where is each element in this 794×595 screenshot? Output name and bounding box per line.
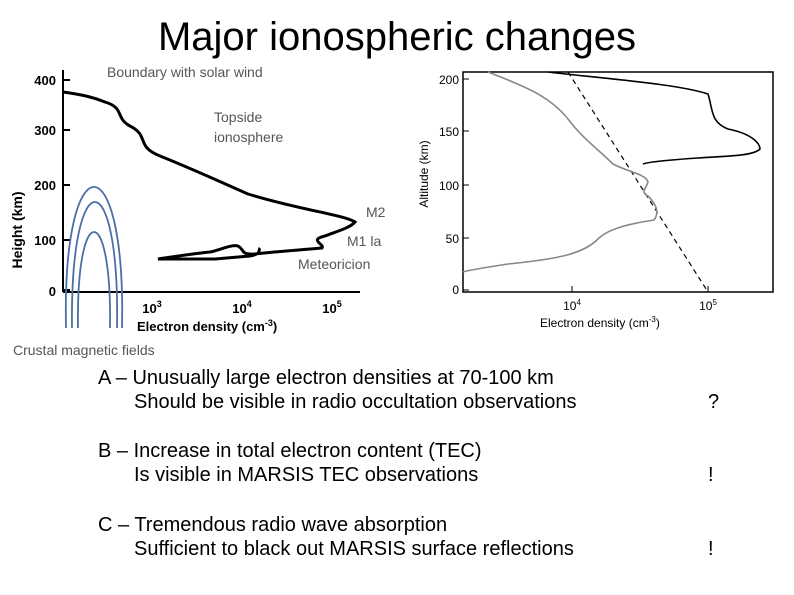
right-ytick-label: 150: [439, 125, 459, 139]
finding-item: A – Unusually large electron densities a…: [98, 366, 577, 414]
left-y-axis-label: Height (km): [9, 192, 25, 269]
left-xtick-label: 105: [322, 299, 341, 316]
right-ytick-label: 50: [446, 232, 460, 246]
finding-mark: !: [708, 464, 714, 486]
left-ytick-label: 300: [34, 123, 56, 138]
finding-detail: Is visible in MARSIS TEC observations: [134, 464, 479, 486]
left-ytick-label: 400: [34, 73, 56, 88]
finding-label: A – Unusually large electron densities a…: [98, 367, 554, 389]
findings-list: A – Unusually large electron densities a…: [0, 362, 794, 592]
right-ytick-label: 100: [439, 179, 459, 193]
annotation-m1: M1 la: [347, 233, 381, 249]
crustal-field-lines: [64, 186, 124, 329]
right-ytick-label: 0: [452, 283, 459, 297]
annotation-solar-wind-boundary: Boundary with solar wind: [107, 64, 263, 80]
right-xtick-label: 105: [699, 298, 717, 313]
black-density-curve: [547, 71, 761, 165]
finding-item: C – Tremendous radio wave absorption Suf…: [98, 513, 574, 561]
left-xtick-label: 104: [232, 299, 251, 316]
annotation-crustal-fields: Crustal magnetic fields: [13, 342, 155, 358]
left-ytick-label: 200: [34, 178, 56, 193]
altitude-density-chart: 200 150 100 50 0 Altitude (km) 104 105 E…: [417, 71, 774, 330]
grey-density-curve: [462, 71, 658, 273]
finding-detail: Sufficient to black out MARSIS surface r…: [134, 538, 574, 560]
finding-mark: ?: [708, 391, 720, 413]
finding-mark: !: [708, 538, 714, 560]
right-x-axis-label: Electron density (cm-3): [540, 315, 660, 330]
ionosphere-profile-chart: 400 300 200 100 0 Height (km) 103 104 10…: [9, 64, 386, 358]
finding-label: C – Tremendous radio wave absorption: [98, 514, 448, 536]
right-y-ticks: [463, 78, 709, 292]
right-chart-frame: [462, 71, 774, 293]
left-ytick-label: 0: [49, 284, 56, 299]
left-xtick-label: 103: [142, 299, 161, 316]
annotation-m2: M2: [366, 204, 386, 220]
electron-density-profile: [62, 90, 358, 261]
left-ytick-label: 100: [34, 233, 56, 248]
finding-item: B – Increase in total electron content (…: [98, 439, 482, 487]
annotation-topside-1: Topside: [214, 109, 262, 125]
finding-label: B – Increase in total electron content (…: [98, 440, 482, 462]
right-y-axis-label: Altitude (km): [417, 140, 431, 207]
finding-detail: Should be visible in radio occultation o…: [134, 391, 577, 413]
annotation-meteoric: Meteoricion: [298, 256, 370, 272]
left-x-axis-label: Electron density (cm-3): [137, 318, 277, 334]
left-y-ticks: [63, 79, 70, 291]
right-ytick-label: 200: [439, 73, 459, 87]
dashed-reference-line: [567, 71, 709, 293]
right-xtick-label: 104: [563, 298, 581, 313]
annotation-topside-2: ionosphere: [214, 129, 283, 145]
page-title: Major ionospheric changes: [157, 15, 637, 59]
